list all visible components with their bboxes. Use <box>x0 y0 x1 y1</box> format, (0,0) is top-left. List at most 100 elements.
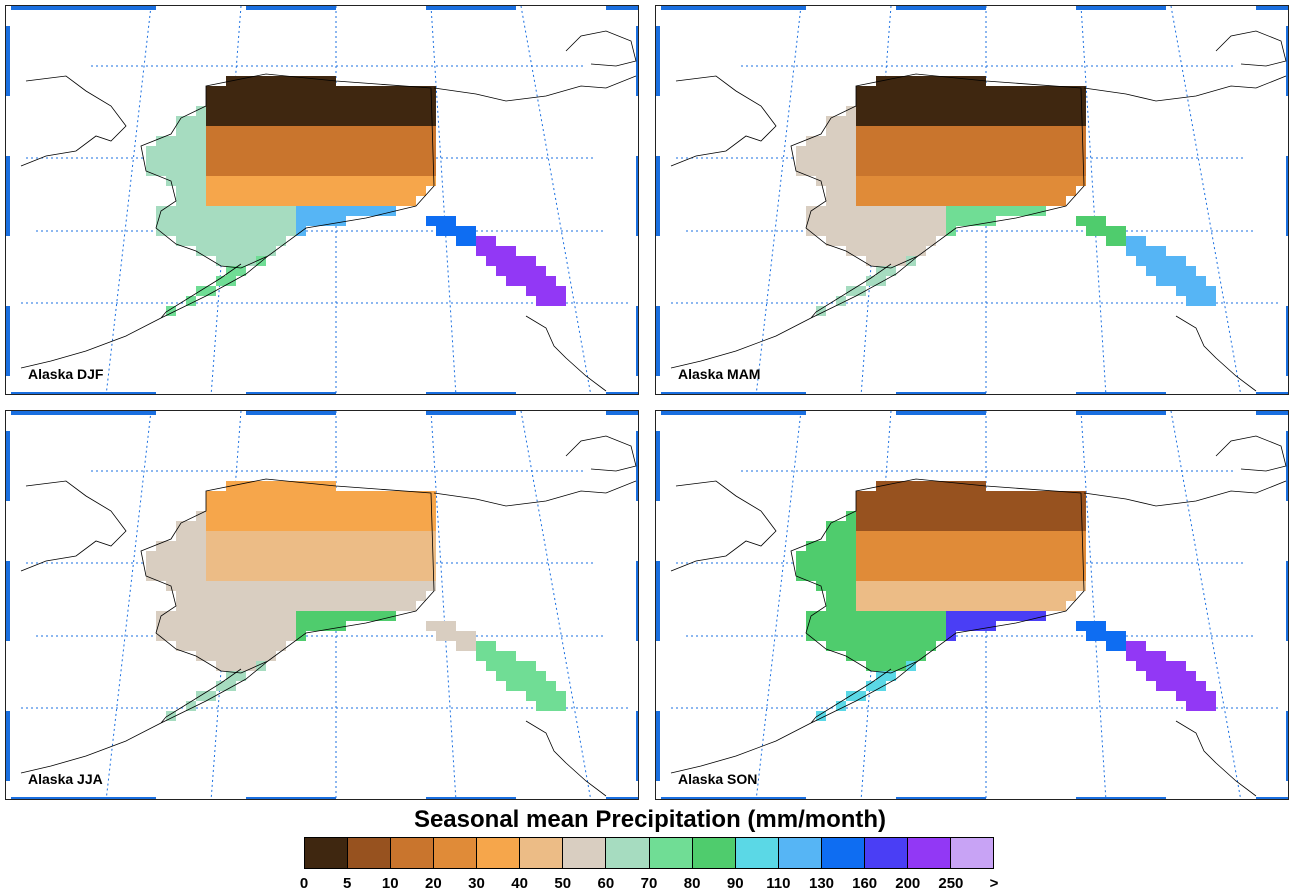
precip-cell <box>896 86 906 96</box>
precip-cell <box>296 226 306 236</box>
precip-cell <box>996 491 1006 501</box>
precip-cell <box>426 146 436 156</box>
precip-cell <box>456 631 466 641</box>
precip-cell <box>206 186 216 196</box>
precip-cell <box>486 651 496 661</box>
precip-cell <box>856 196 866 206</box>
precip-cell <box>226 86 236 96</box>
precip-cell <box>876 511 886 521</box>
precip-cell <box>896 501 906 511</box>
precip-cell <box>336 541 346 551</box>
precip-cell <box>876 106 886 116</box>
precip-cell <box>896 661 906 671</box>
precip-cell <box>356 601 366 611</box>
precip-cell <box>1106 631 1116 641</box>
precip-cell <box>356 531 366 541</box>
precip-cell <box>236 501 246 511</box>
precip-cell <box>186 166 196 176</box>
precip-cell <box>1156 256 1166 266</box>
precip-cell <box>406 561 416 571</box>
precip-cell <box>906 136 916 146</box>
colorbar-swatch <box>735 838 779 868</box>
precip-cell <box>246 521 256 531</box>
precip-cell <box>1066 571 1076 581</box>
precip-cell <box>246 491 256 501</box>
precip-cell <box>246 551 256 561</box>
precip-cell <box>876 136 886 146</box>
precip-cell <box>926 521 936 531</box>
precip-cell <box>936 601 946 611</box>
precip-cell <box>296 631 306 641</box>
precip-cell <box>266 491 276 501</box>
precip-cell <box>206 541 216 551</box>
precip-cell <box>1166 266 1176 276</box>
precip-cell <box>536 681 546 691</box>
precip-cell <box>226 581 236 591</box>
precip-cell <box>266 561 276 571</box>
precip-cell <box>396 146 406 156</box>
precip-cell <box>826 186 836 196</box>
precip-cell <box>1146 671 1156 681</box>
precip-cell <box>186 216 196 226</box>
precip-cell <box>1026 136 1036 146</box>
precip-cell <box>836 591 846 601</box>
precip-field <box>146 76 566 316</box>
precip-cell <box>806 216 816 226</box>
precip-cell <box>266 166 276 176</box>
precip-cell <box>1026 601 1036 611</box>
precip-cell <box>1066 501 1076 511</box>
precip-cell <box>896 246 906 256</box>
precip-cell <box>396 591 406 601</box>
map-frame <box>6 6 638 394</box>
map-canvas <box>656 411 1288 799</box>
precip-cell <box>416 561 426 571</box>
precip-cell <box>386 166 396 176</box>
precip-cell <box>926 186 936 196</box>
precip-cell <box>316 106 326 116</box>
precip-cell <box>866 571 876 581</box>
bc-coastline <box>525 720 607 797</box>
precip-cell <box>236 226 246 236</box>
precip-cell <box>816 611 826 621</box>
precip-cell <box>506 256 516 266</box>
siberia-coastline <box>670 75 777 167</box>
precip-cell <box>1176 276 1186 286</box>
precip-cell <box>1016 106 1026 116</box>
precip-cell <box>306 601 316 611</box>
precip-cell <box>1026 146 1036 156</box>
precip-cell <box>166 541 176 551</box>
precip-cell <box>976 86 986 96</box>
precip-cell <box>296 621 306 631</box>
precip-cell <box>226 661 236 671</box>
precip-cell <box>306 106 316 116</box>
precip-cell <box>856 531 866 541</box>
precip-cell <box>996 561 1006 571</box>
precip-cell <box>176 551 186 561</box>
precip-cell <box>316 196 326 206</box>
precip-cell <box>236 601 246 611</box>
precip-cell <box>426 216 436 226</box>
precip-cell <box>856 551 866 561</box>
precip-cell <box>426 581 436 591</box>
frame-tick <box>6 156 10 236</box>
precip-cell <box>996 601 1006 611</box>
precip-cell <box>376 86 386 96</box>
precip-cell <box>1076 621 1086 631</box>
precip-cell <box>966 76 976 86</box>
precip-cell <box>426 621 436 631</box>
precip-cell <box>926 481 936 491</box>
precip-cell <box>496 671 506 681</box>
precip-cell <box>1006 531 1016 541</box>
precip-cell <box>1166 671 1176 681</box>
precip-cell <box>526 286 536 296</box>
precip-cell <box>236 611 246 621</box>
precip-cell <box>316 136 326 146</box>
bc-coastline <box>525 315 607 392</box>
precip-cell <box>376 146 386 156</box>
precip-cell <box>1056 531 1066 541</box>
precip-cell <box>186 631 196 641</box>
precip-cell <box>256 76 266 86</box>
precip-cell <box>1046 501 1056 511</box>
precip-cell <box>876 246 886 256</box>
precip-cell <box>206 521 216 531</box>
